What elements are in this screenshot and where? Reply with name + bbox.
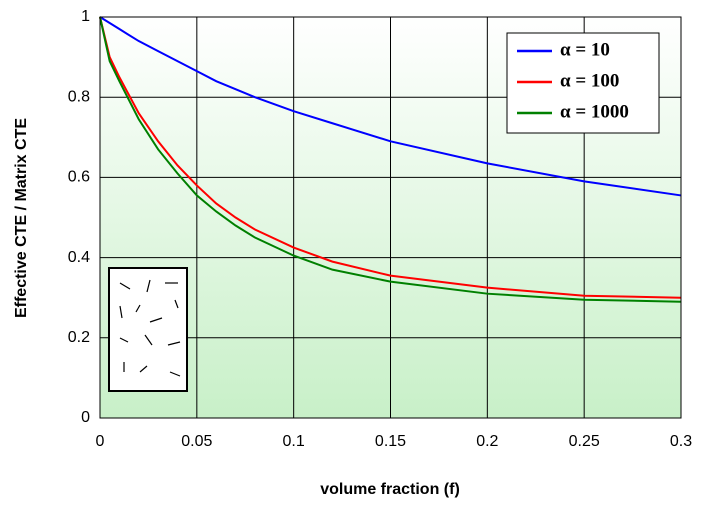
data-line — [99, 16, 682, 197]
x-axis-title: volume fraction (f) — [320, 481, 460, 498]
x-tick-label: 0.05 — [181, 433, 212, 450]
y-tick-label: 0.2 — [68, 329, 90, 346]
x-tick-label: 0.3 — [670, 433, 692, 450]
inset — [108, 267, 188, 392]
legend: α = 10 α = 100 α = 1000 — [506, 32, 660, 134]
y-tick-label: 1 — [81, 8, 90, 25]
legend-label: α = 100 — [560, 70, 619, 91]
x-tick-label: 0.1 — [283, 433, 305, 450]
x-tick-label: 0 — [96, 433, 105, 450]
legend-label: α = 10 — [560, 39, 610, 60]
y-tick-label: 0.4 — [68, 249, 90, 266]
x-tick-label: 0.2 — [476, 433, 498, 450]
x-tick-label: 0.25 — [569, 433, 600, 450]
y-tick-label: 0.8 — [68, 88, 90, 105]
y-axis-title: Effective CTE / Matrix CTE — [13, 118, 30, 318]
data-line — [99, 16, 682, 303]
data-line — [99, 16, 682, 299]
legend-label: α = 1000 — [560, 101, 629, 122]
y-tick-label: 0 — [81, 409, 90, 426]
y-tick-label: 0.6 — [68, 169, 90, 186]
plot-frame — [99, 16, 682, 419]
x-tick-label: 0.15 — [375, 433, 406, 450]
